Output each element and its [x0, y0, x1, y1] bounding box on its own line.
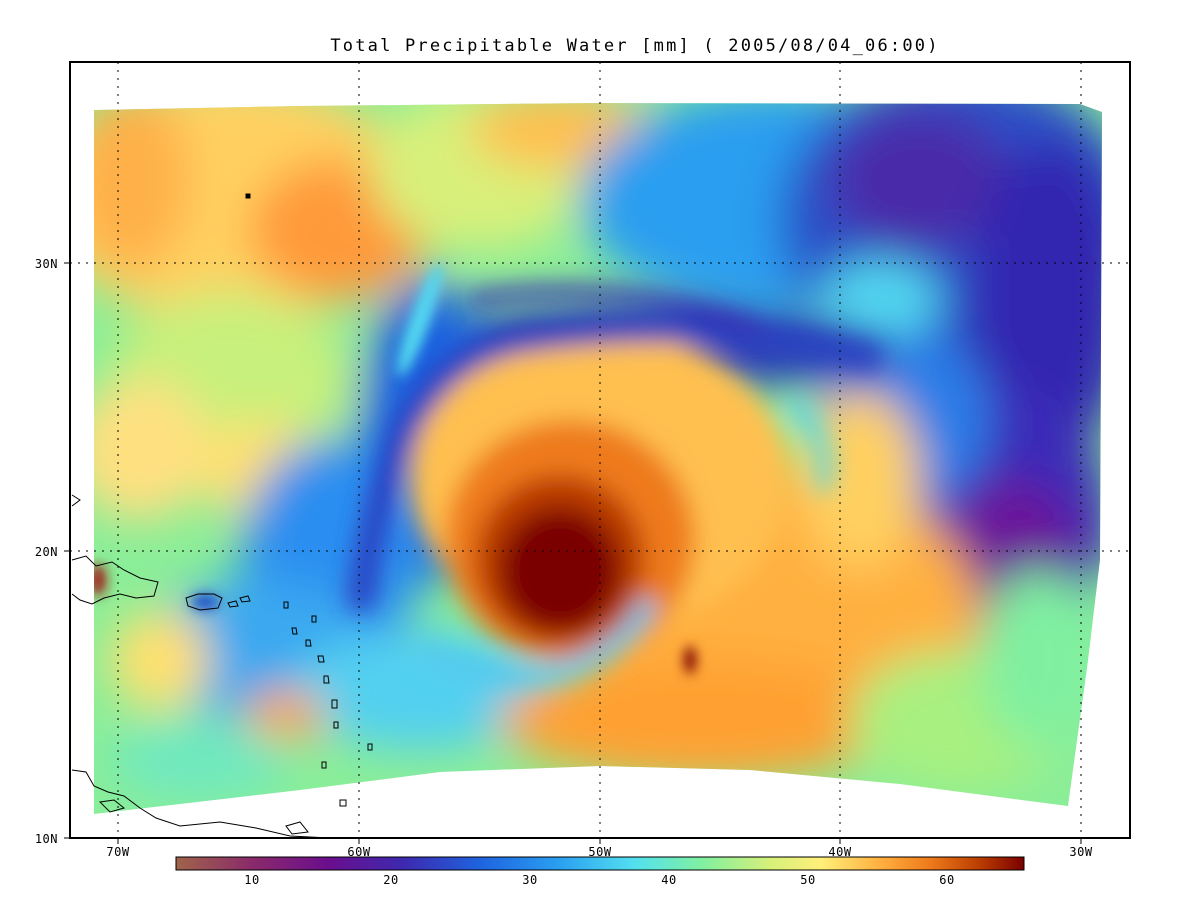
- coastlines: [71, 193, 373, 839]
- x-tick-label: 50W: [588, 845, 611, 859]
- precipitable-water-field: [94, 103, 1102, 814]
- grid-lines: [70, 62, 1130, 838]
- y-tick-label: 20N: [35, 545, 58, 559]
- x-tick-label: 30W: [1069, 845, 1092, 859]
- tick-marks: [64, 262, 1082, 844]
- x-tick-label: 60W: [347, 845, 370, 859]
- map-title: Total Precipitable Water [mm] ( 2005/08/…: [330, 36, 940, 56]
- colorbar-tick-label: 60: [939, 873, 954, 887]
- colorbar-tick-label: 20: [383, 873, 398, 887]
- y-tick-label: 10N: [35, 832, 58, 846]
- x-tick-label: 70W: [106, 845, 129, 859]
- colorbar-tick-label: 40: [661, 873, 676, 887]
- colorbar-tick-label: 50: [800, 873, 815, 887]
- colorbar-gradient: [175, 856, 1025, 871]
- y-tick-label: 30N: [35, 257, 58, 271]
- colorbar-tick-label: 10: [244, 873, 259, 887]
- colorbar: 10 20 30 40 50 60: [175, 856, 1025, 887]
- colorbar-tick-label: 30: [522, 873, 537, 887]
- x-tick-label: 40W: [828, 845, 851, 859]
